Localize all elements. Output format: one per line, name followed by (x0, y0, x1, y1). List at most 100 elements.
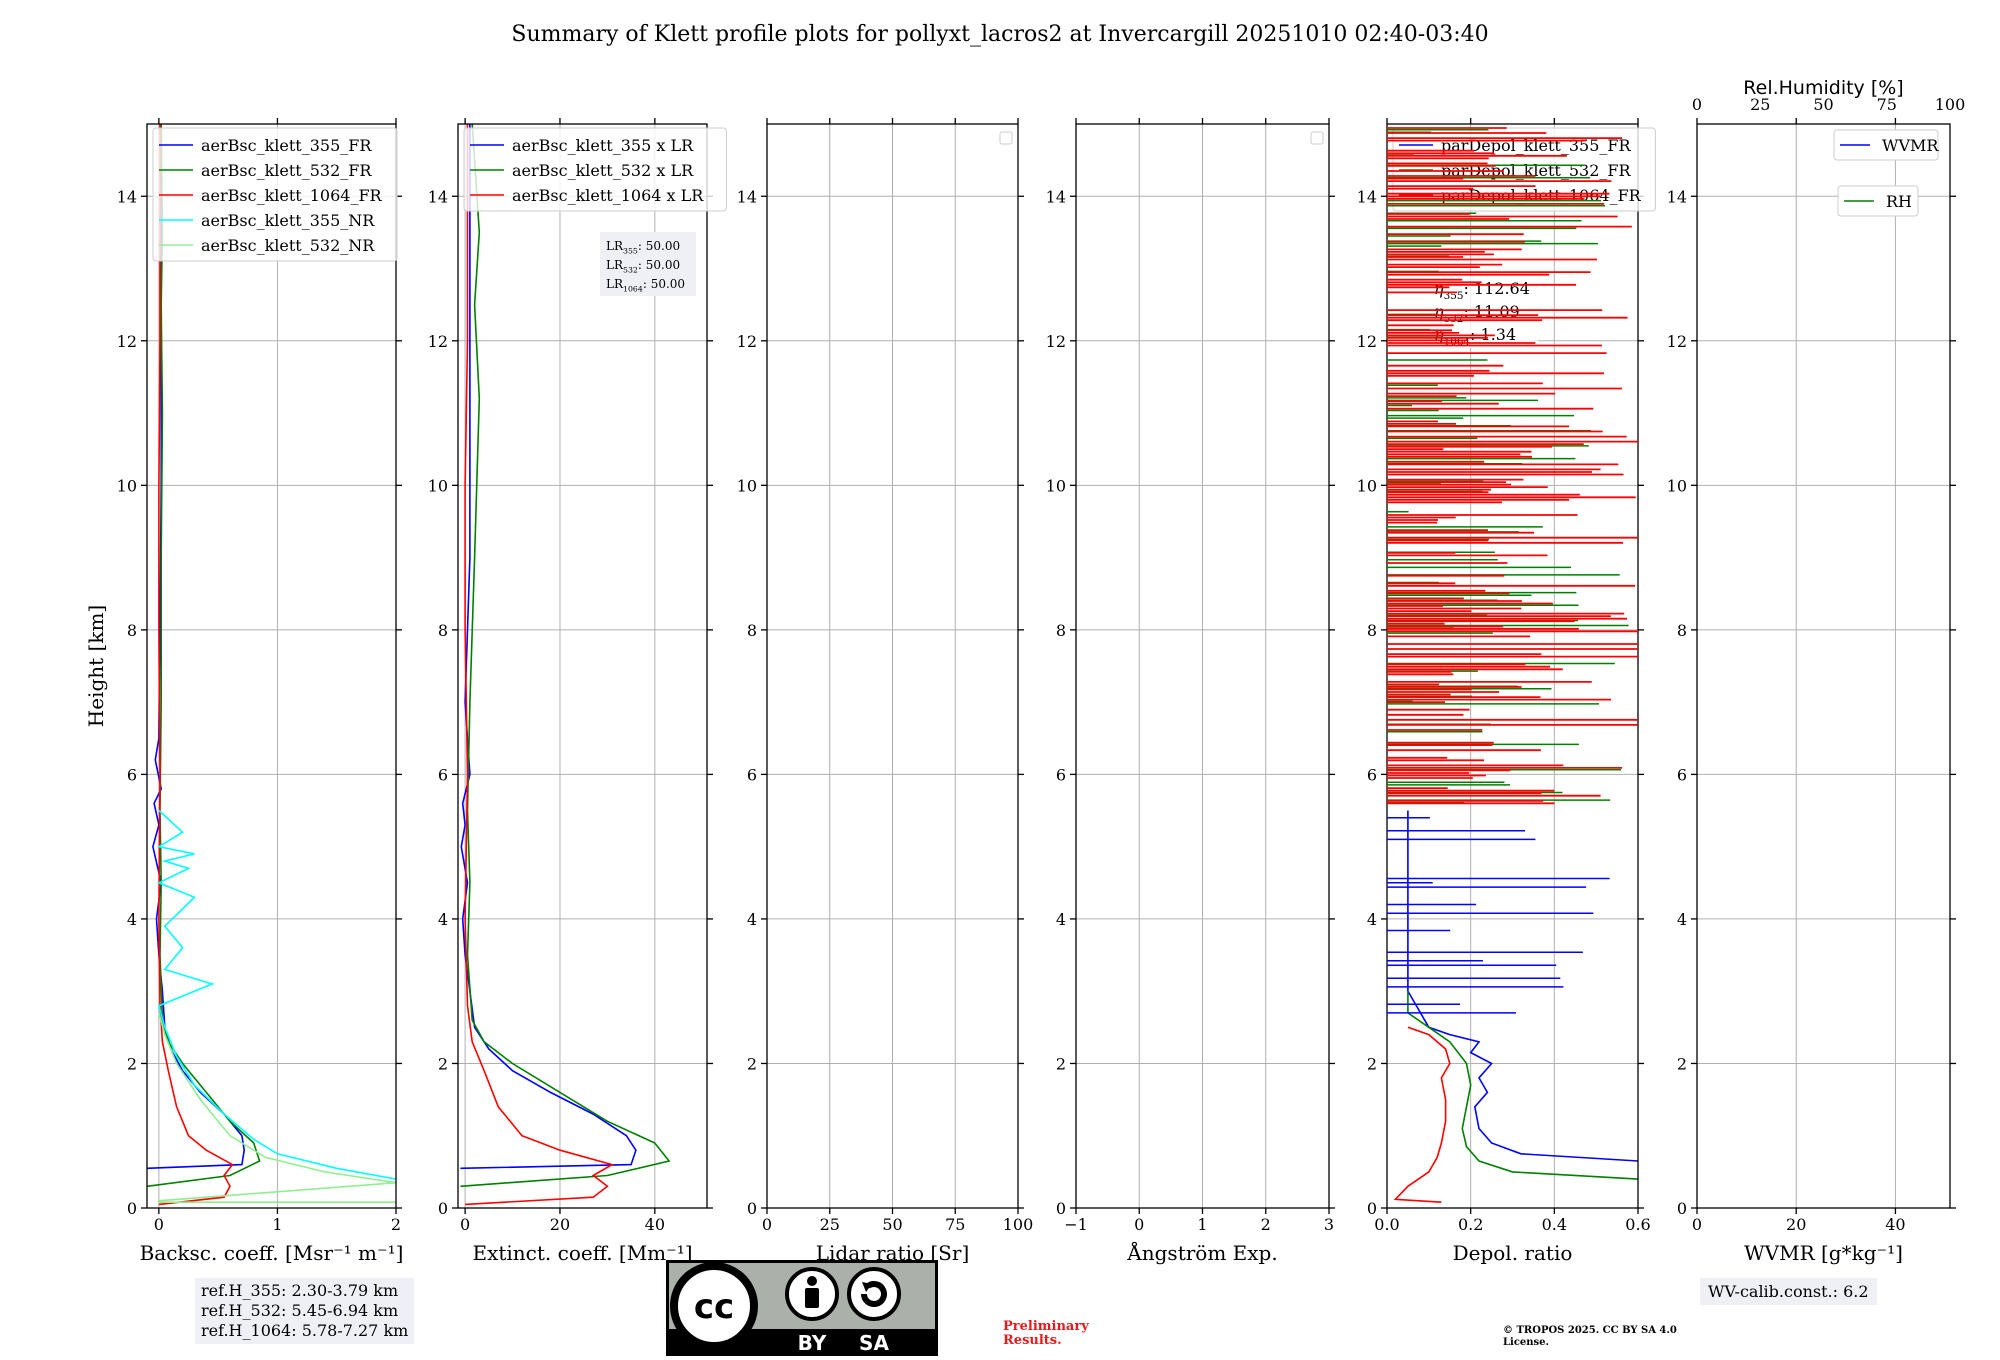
y-tick-label: 8 (747, 621, 757, 640)
y-tick-label: 14 (1046, 187, 1066, 206)
series-line-aerBsc_klett_532_FR (147, 124, 261, 1188)
x-tick-label: 75 (945, 1215, 965, 1234)
top-x-tick-label: 0 (1692, 95, 1702, 114)
x-axis-label: Depol. ratio (1453, 1241, 1573, 1265)
y-tick-label: 2 (747, 1054, 757, 1073)
legend-box (1837, 185, 1919, 217)
x-tick-label: 40 (645, 1215, 665, 1234)
y-tick-label: 0 (1367, 1199, 1377, 1218)
legend-label: aerBsc_klett_355_NR (201, 211, 375, 230)
legend-label: aerBsc_klett_532_FR (201, 161, 372, 180)
y-tick-label: 0 (747, 1199, 757, 1218)
x-tick-label: 2 (391, 1215, 401, 1234)
y-tick-label: 12 (1667, 332, 1687, 351)
y-tick-label: 10 (117, 476, 137, 495)
top-x-tick-label: 50 (1813, 95, 1833, 114)
y-tick-label: 14 (1667, 187, 1687, 206)
x-tick-label: 20 (550, 1215, 570, 1234)
x-tick-label: 0.2 (1458, 1215, 1483, 1234)
y-tick-label: 10 (1046, 476, 1066, 495)
ref-height-355: ref.H_355: 2.30-3.79 km (201, 1281, 399, 1300)
y-tick-label: 6 (1056, 765, 1066, 784)
y-tick-label: 0 (1677, 1199, 1687, 1218)
legend-box (1833, 129, 1939, 161)
y-tick-label: 6 (438, 765, 448, 784)
series-line-aerBsc_klett_355_NR (156, 809, 396, 1180)
y-tick-label: 0 (438, 1199, 448, 1218)
legend-label: RH (1886, 192, 1912, 211)
top-x-tick-label: 25 (1750, 95, 1770, 114)
x-tick-label: 100 (1003, 1215, 1034, 1234)
legend-box (1392, 127, 1656, 212)
y-tick-label: 2 (127, 1054, 137, 1073)
top-x-tick-label: 75 (1877, 95, 1897, 114)
x-axis-label: WVMR [g*kg⁻¹] (1744, 1241, 1903, 1265)
x-axis-label: Ångström Exp. (1126, 1240, 1277, 1265)
y-tick-label: 8 (127, 621, 137, 640)
legend-label: aerBsc_klett_532 x LR (512, 161, 694, 180)
by-label: BY (798, 1331, 827, 1355)
legend-label: WVMR (1882, 136, 1939, 155)
x-tick-label: 1 (272, 1215, 282, 1234)
y-tick-label: 4 (747, 910, 757, 929)
cc-by-sa-license-badge: cc BY SA (666, 1260, 938, 1356)
x-tick-label: 0 (1134, 1215, 1144, 1234)
y-tick-label: 4 (438, 910, 448, 929)
y-tick-label: 2 (1056, 1054, 1066, 1073)
series-line-parDepol_klett_1064_FR (1393, 1026, 1451, 1203)
cc-logo-icon (670, 1262, 758, 1350)
axes-frame (1696, 123, 1951, 1209)
series-line-aerBsc_klett_532_NR (158, 1012, 396, 1203)
x-tick-label: 0 (154, 1215, 164, 1234)
y-tick-label: 8 (1367, 621, 1377, 640)
y-tick-label: 0 (1056, 1199, 1066, 1218)
y-tick-label: 14 (428, 187, 448, 206)
series-line-parDepol_klett_532_FR (1407, 991, 1638, 1180)
y-tick-label: 8 (438, 621, 448, 640)
y-tick-label: 10 (737, 476, 757, 495)
x-tick-label: 40 (1885, 1215, 1905, 1234)
lidar-ratio-text: LR532: 50.00 (606, 258, 680, 275)
y-tick-label: 2 (438, 1054, 448, 1073)
y-tick-label: 10 (1667, 476, 1687, 495)
axes-frame (457, 123, 708, 1209)
series-line-parDepol_klett_355_FR (1407, 810, 1638, 1162)
lidar-ratio-text: LR355: 50.00 (606, 239, 680, 256)
depol-1064-noise (1387, 127, 1638, 805)
preliminary-results-note: Preliminary Results. (1003, 1319, 1089, 1348)
series-line-aerBsc_klett_1064 x LR (464, 124, 615, 1206)
x-tick-label: 0.4 (1542, 1215, 1567, 1234)
y-tick-label: 2 (1677, 1054, 1687, 1073)
y-tick-label: 12 (737, 332, 757, 351)
ref-height-1064: ref.H_1064: 5.78-7.27 km (201, 1321, 409, 1340)
cc-logo-text: cc (694, 1287, 734, 1327)
x-axis-label: Backsc. coeff. [Msr⁻¹ m⁻¹] (140, 1241, 404, 1265)
x-tick-label: 0 (762, 1215, 772, 1234)
lidar-ratio-box (600, 232, 696, 296)
figure-title: Summary of Klett profile plots for polly… (511, 22, 1489, 47)
y-tick-label: 12 (1357, 332, 1377, 351)
y-tick-label: 6 (1367, 765, 1377, 784)
x-tick-label: 25 (820, 1215, 840, 1234)
y-tick-label: 4 (127, 910, 137, 929)
y-tick-label: 12 (117, 332, 137, 351)
y-tick-label: 12 (1046, 332, 1066, 351)
y-tick-label: 8 (1056, 621, 1066, 640)
x-tick-label: 2 (1261, 1215, 1271, 1234)
legend-label: aerBsc_klett_532_NR (201, 236, 375, 255)
x-tick-label: 0.0 (1374, 1215, 1399, 1234)
main-y-axis-label: Height [km] (84, 605, 108, 727)
y-tick-label: 2 (1367, 1054, 1377, 1073)
y-tick-label: 12 (428, 332, 448, 351)
y-tick-label: 14 (117, 187, 137, 206)
x-tick-label: 0 (460, 1215, 470, 1234)
empty-legend-box (1310, 131, 1324, 145)
y-tick-label: 4 (1677, 910, 1687, 929)
x-tick-label: −1 (1064, 1215, 1088, 1234)
ref-height-532: ref.H_532: 5.45-6.94 km (201, 1301, 399, 1320)
y-tick-label: 14 (1357, 187, 1377, 206)
top-axis-label: Rel.Humidity [%] (1743, 77, 1903, 99)
y-tick-label: 4 (1367, 910, 1377, 929)
axes-frame (146, 123, 397, 1209)
